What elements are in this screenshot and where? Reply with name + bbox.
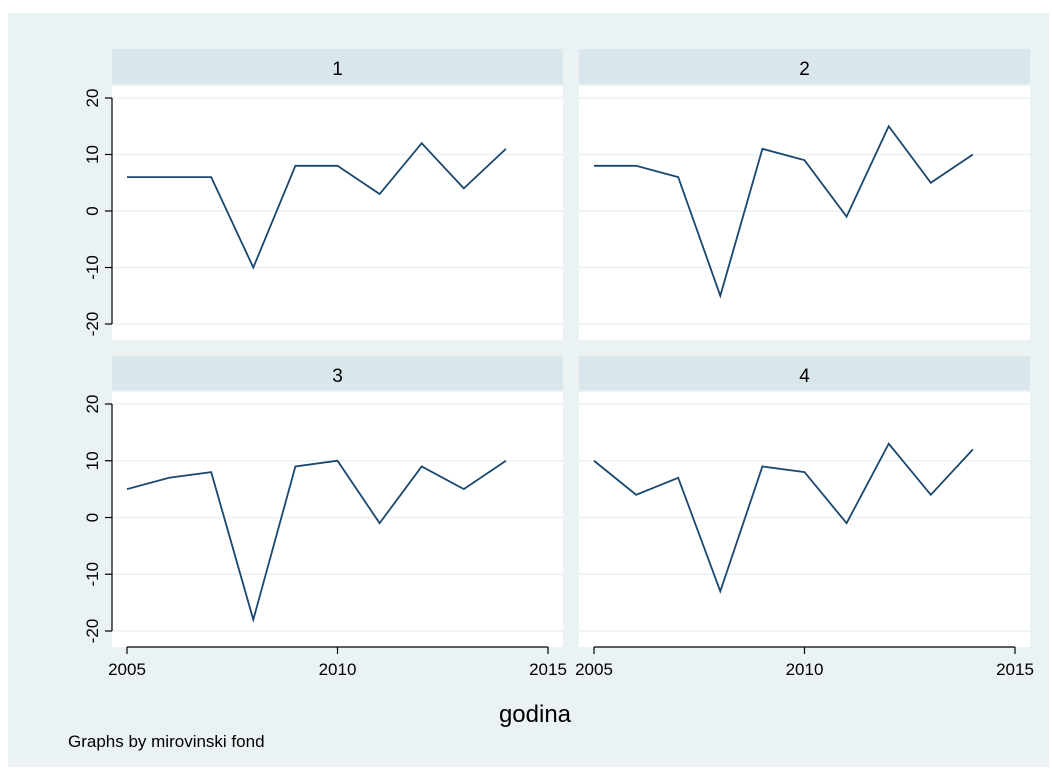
x-tick-label-4-2: 2015: [996, 660, 1034, 679]
y-tick-label-1-2: 0: [83, 206, 102, 215]
panel-header-3: [112, 356, 563, 390]
plot-area-2: [579, 86, 1030, 340]
graphs-by-note: Graphs by mirovinski fond: [68, 732, 265, 751]
x-axis-label: godina: [499, 701, 572, 728]
panel-title-4: 4: [799, 366, 810, 387]
y-tick-label-1-1: -10: [83, 255, 102, 280]
plot-area-1: [112, 86, 563, 340]
y-tick-label-3-0: -20: [83, 619, 102, 644]
x-tick-label-3-0: 2005: [108, 660, 146, 679]
series-line-3: [126, 459, 507, 623]
panel-header-2: [579, 49, 1030, 84]
panel-header-4: [579, 356, 1030, 390]
panel-title-1: 1: [332, 59, 343, 80]
y-tick-label-3-3: 10: [83, 451, 102, 470]
y-tick-label-3-1: -10: [83, 562, 102, 587]
x-tick-label-4-0: 2005: [575, 660, 613, 679]
series-line-4: [593, 442, 974, 594]
plot-area-3: [112, 392, 563, 647]
x-tick-label-3-2: 2015: [529, 660, 567, 679]
y-tick-label-1-0: -20: [83, 312, 102, 337]
panel-title-2: 2: [799, 59, 810, 80]
x-tick-label-4-1: 2010: [786, 660, 824, 679]
plot-area-4: [579, 392, 1030, 647]
y-tick-label-1-3: 10: [83, 145, 102, 164]
panel-title-3: 3: [332, 366, 343, 387]
series-line-1: [127, 141, 507, 270]
series-line-2: [594, 124, 974, 299]
y-tick-label-1-4: 20: [83, 89, 102, 108]
x-tick-label-3-1: 2010: [319, 660, 357, 679]
y-tick-label-3-2: 0: [83, 513, 102, 522]
panel-header-1: [112, 49, 563, 84]
y-tick-label-3-4: 20: [83, 395, 102, 414]
